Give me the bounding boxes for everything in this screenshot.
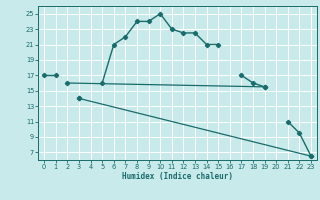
X-axis label: Humidex (Indice chaleur): Humidex (Indice chaleur) (122, 172, 233, 181)
